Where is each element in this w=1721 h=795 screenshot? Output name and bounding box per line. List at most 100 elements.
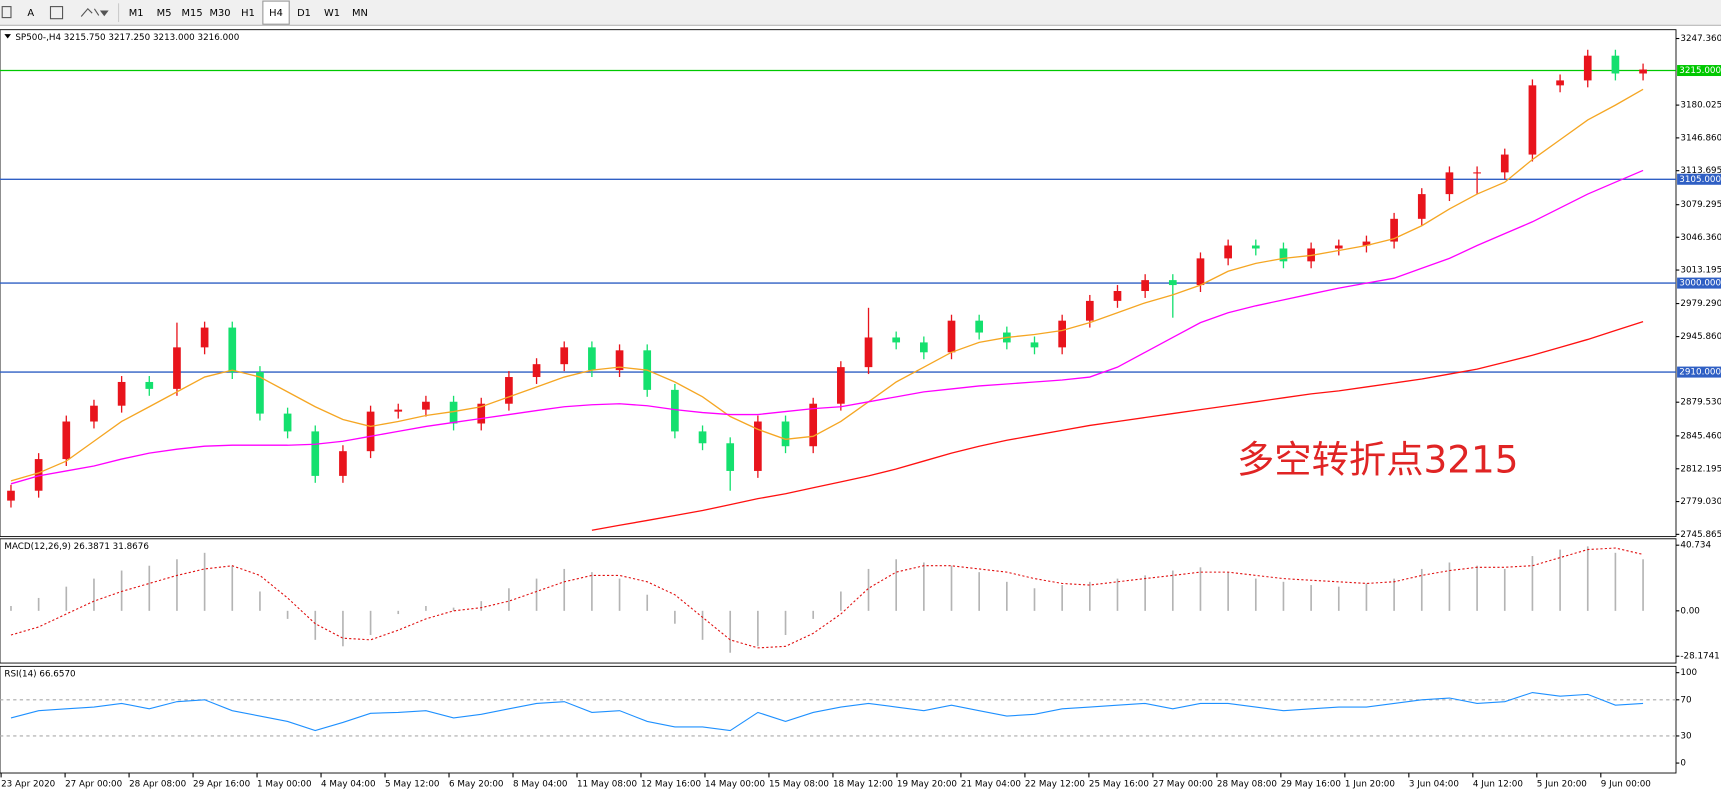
candle-body	[145, 381, 154, 389]
candle-body	[698, 431, 707, 444]
y-tick-label: 3247.360	[1680, 34, 1721, 44]
period-button[interactable]: M30	[210, 8, 231, 19]
y-tick-label: 3013.195	[1680, 266, 1721, 276]
period-button[interactable]: D1	[297, 8, 311, 19]
candle-body	[1085, 300, 1094, 321]
candle-body	[864, 337, 873, 368]
x-tick-label: 14 May 00:00	[705, 780, 765, 790]
period-button[interactable]: H4	[269, 8, 283, 19]
candle-body	[366, 411, 375, 452]
icon[interactable]	[1, 6, 12, 19]
candle-body	[1390, 218, 1398, 242]
candle-body	[1196, 258, 1205, 286]
candle-body	[311, 431, 320, 476]
x-tick-label: 27 Apr 00:00	[65, 780, 122, 790]
candle-body	[477, 403, 486, 424]
candle-body	[588, 347, 596, 371]
y-tick-label: 2845.460	[1680, 431, 1721, 441]
annotation: 多空转折点3215	[1237, 437, 1519, 481]
x-tick-label: 5 Jun 20:00	[1537, 780, 1587, 790]
toolbar-button[interactable]: A	[27, 8, 34, 19]
toolbar-icons	[1, 3, 120, 22]
candle-body	[1279, 248, 1288, 262]
symbol-marker	[4, 34, 11, 39]
pane-title: SP500-,H4 3215.750 3217.250 3213.000 321…	[15, 33, 239, 43]
candle-body	[532, 364, 541, 378]
moving-average	[10, 169, 1644, 485]
candle-body	[283, 413, 292, 432]
y-tick-label: 3146.860	[1680, 133, 1721, 143]
candle-body	[1445, 172, 1454, 195]
x-tick-label: 6 May 20:00	[449, 780, 503, 790]
x-tick-label: 25 May 16:00	[1089, 780, 1149, 790]
x-tick-label: 22 May 12:00	[1025, 780, 1085, 790]
period-button[interactable]: W1	[324, 8, 340, 19]
period-button[interactable]: MN	[352, 8, 368, 19]
candle-body	[615, 350, 624, 371]
level-label-bg	[1677, 173, 1721, 185]
icon-text[interactable]	[49, 6, 64, 20]
toolbar	[0, 0, 1721, 26]
x-tick-label: 19 May 20:00	[897, 780, 957, 790]
y-tick-label: 70	[1680, 695, 1691, 705]
level-label: 3105.000	[1679, 175, 1721, 185]
candle-body	[726, 443, 735, 471]
moving-average	[10, 88, 1644, 482]
level-label: 2910.000	[1679, 368, 1721, 378]
candle-body	[671, 389, 679, 432]
candle-body	[1030, 342, 1039, 348]
x-tick-label: 18 May 12:00	[833, 780, 893, 790]
candle-body	[781, 421, 790, 447]
icon-objects[interactable]	[80, 7, 100, 17]
candle-body	[1251, 245, 1260, 249]
candle-body	[920, 342, 928, 353]
period-button[interactable]: H1	[241, 8, 255, 19]
x-tick-label: 27 May 00:00	[1153, 780, 1213, 790]
y-tick-label: 0	[1680, 759, 1686, 769]
dropdown[interactable]	[99, 10, 109, 17]
x-tick-label: 28 May 08:00	[1217, 780, 1277, 790]
x-tick-label: 4 Jun 12:00	[1473, 780, 1523, 790]
candle-body	[1058, 320, 1066, 348]
candle-body	[1224, 245, 1232, 259]
period-button[interactable]: M15	[182, 8, 203, 19]
x-tick-label: 23 Apr 2020	[1, 780, 55, 790]
x-tick-label: 4 May 04:00	[321, 780, 375, 790]
x-tick-label: 8 May 04:00	[513, 780, 567, 790]
y-tick-label: 2979.290	[1680, 299, 1721, 309]
y-tick-label: 3046.360	[1680, 233, 1721, 243]
candle-body	[837, 367, 845, 404]
y-tick-label: 2812.195	[1680, 464, 1721, 474]
candle-body	[449, 401, 458, 424]
y-tick-label: 0.00	[1680, 606, 1700, 616]
candle-body	[1417, 194, 1426, 219]
y-tick-label: 2879.530	[1680, 398, 1721, 408]
y-tick-label: 2779.030	[1680, 497, 1721, 507]
rsi-line	[10, 691, 1644, 732]
candle-body	[1583, 55, 1592, 81]
candle-body	[754, 421, 762, 471]
candle-body	[809, 403, 818, 447]
y-tick-label: 40.734	[1680, 541, 1711, 551]
y-tick-label: 3180.025	[1680, 101, 1721, 111]
macd-signal	[10, 547, 1644, 649]
pane-title: MACD(12,26,9) 26.3871 31.8676	[4, 542, 149, 552]
candle-body	[62, 421, 71, 460]
x-tick-label: 21 May 04:00	[961, 780, 1021, 790]
candle-body	[1639, 69, 1647, 74]
candle-body	[560, 347, 569, 365]
y-tick-label: 2745.865	[1680, 530, 1721, 540]
x-tick-label: 28 Apr 08:00	[129, 780, 186, 790]
period-button[interactable]: M1	[129, 8, 144, 19]
macd-pane	[0, 538, 1677, 664]
level-label-bg	[1677, 366, 1721, 378]
candle-body	[1556, 80, 1564, 86]
x-tick-label: 1 Jun 20:00	[1345, 780, 1395, 790]
y-tick-label: 100	[1680, 668, 1697, 678]
y-tick-label: 30	[1680, 731, 1691, 741]
candle-body	[228, 327, 237, 373]
period-button[interactable]: M5	[157, 8, 172, 19]
candle-body	[1334, 245, 1343, 249]
